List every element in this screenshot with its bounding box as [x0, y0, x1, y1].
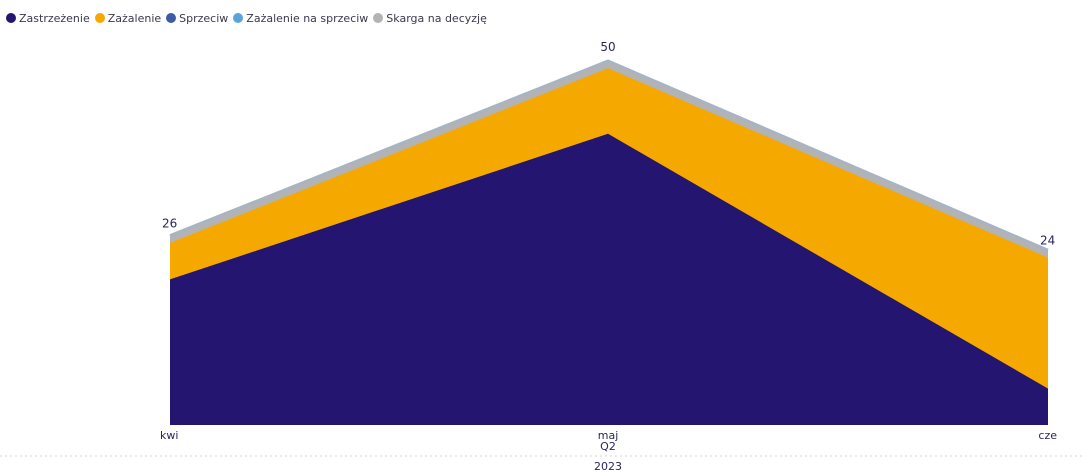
legend-label: Skarga na decyzję — [386, 11, 487, 25]
series-line-5 — [169, 59, 1049, 252]
data-labels-group: 26 50 24 — [162, 40, 1055, 247]
area-series-group — [169, 59, 1049, 426]
chart-legend: Zastrzeżenie Zażalenie Sprzeciw Zażalenie n… — [6, 10, 492, 26]
legend-label: Sprzeciw — [179, 11, 229, 25]
x-axis-year-label: 2023 — [594, 460, 622, 473]
legend-item-3[interactable]: Sprzeciw — [166, 12, 228, 25]
legend-item-4[interactable]: Zażalenie na sprzeciw — [233, 12, 368, 25]
x-tick-label: maj — [598, 429, 619, 442]
legend-dot-icon — [94, 13, 105, 23]
x-axis-quarter-label: Q2 — [600, 440, 616, 453]
legend-item-2[interactable]: Zażalenie — [94, 11, 162, 25]
legend-item-1[interactable]: Zastrzeżenie — [6, 12, 90, 25]
total-data-label: 50 — [600, 40, 615, 54]
legend-dot-icon — [233, 13, 244, 23]
legend-item-5[interactable]: Skarga na decyzję — [373, 12, 487, 25]
legend-label: Zażalenie — [107, 11, 162, 25]
legend-label: Zastrzeżenie — [19, 11, 90, 25]
legend-dot-icon — [6, 13, 16, 23]
x-axis: Q2 2023 kwi maj cze — [0, 429, 1082, 473]
x-tick-label: kwi — [160, 429, 178, 442]
total-data-label: 24 — [1040, 233, 1055, 247]
area-series-2[interactable] — [170, 68, 1048, 389]
legend-dot-icon — [166, 13, 177, 23]
legend-dot-icon — [373, 13, 384, 23]
legend-label: Zażalenie na sprzeciw — [246, 11, 369, 25]
total-data-label: 26 — [162, 217, 177, 231]
x-tick-label: cze — [1038, 429, 1057, 442]
